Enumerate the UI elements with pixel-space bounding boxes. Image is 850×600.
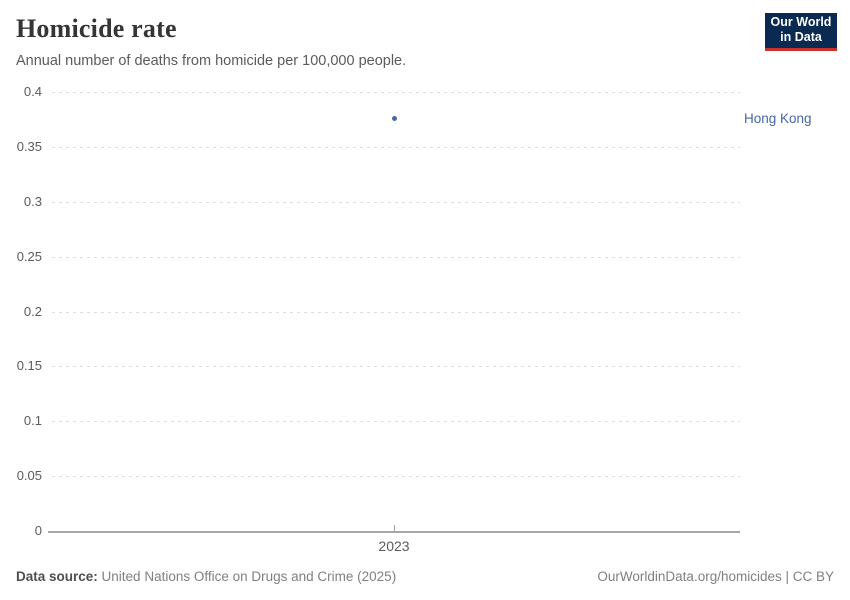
- owid-logo-line1: Our World: [770, 15, 832, 29]
- data-source-note: Data source: United Nations Office on Dr…: [16, 569, 396, 584]
- x-axis-tick-label: 2023: [378, 538, 410, 554]
- x-axis-tick-mark: [393, 525, 395, 531]
- gridline: [52, 421, 740, 423]
- gridline: [52, 311, 740, 313]
- y-axis-tick-label: 0.2: [23, 303, 42, 319]
- gridline: [52, 92, 740, 93]
- chart-subtitle: Annual number of deaths from homicide pe…: [16, 53, 407, 69]
- y-axis-tick-label: 0.25: [16, 248, 42, 264]
- data-source-value: United Nations Office on Drugs and Crime…: [101, 569, 397, 584]
- gridline: [52, 201, 740, 203]
- owid-logo-line2: in Data: [780, 30, 822, 44]
- y-axis-tick-label: 0.1: [23, 413, 42, 429]
- gridline: [52, 256, 740, 258]
- y-axis-tick-label: 0: [34, 523, 42, 538]
- gridline: [52, 476, 740, 478]
- series-label-hong-kong[interactable]: Hong Kong: [744, 110, 812, 126]
- owid-logo[interactable]: Our World in Data: [765, 13, 837, 51]
- y-axis-tick-label: 0.05: [16, 468, 42, 484]
- gridline: [52, 366, 740, 368]
- y-axis-tick-label: 0.15: [16, 358, 42, 374]
- x-axis-line: [48, 531, 740, 533]
- y-axis-tick-label: 0.3: [23, 193, 42, 209]
- chart-title: Homicide rate: [16, 14, 177, 43]
- y-axis-tick-label: 0.35: [16, 138, 42, 154]
- attribution-link[interactable]: OurWorldinData.org/homicides | CC BY: [597, 569, 834, 584]
- y-axis-tick-label: 0.4: [23, 84, 42, 99]
- data-source-label: Data source:: [16, 569, 98, 584]
- chart-footer: Data source: United Nations Office on Dr…: [16, 569, 834, 584]
- gridline: [52, 146, 740, 148]
- data-point-hong-kong[interactable]: [391, 115, 397, 121]
